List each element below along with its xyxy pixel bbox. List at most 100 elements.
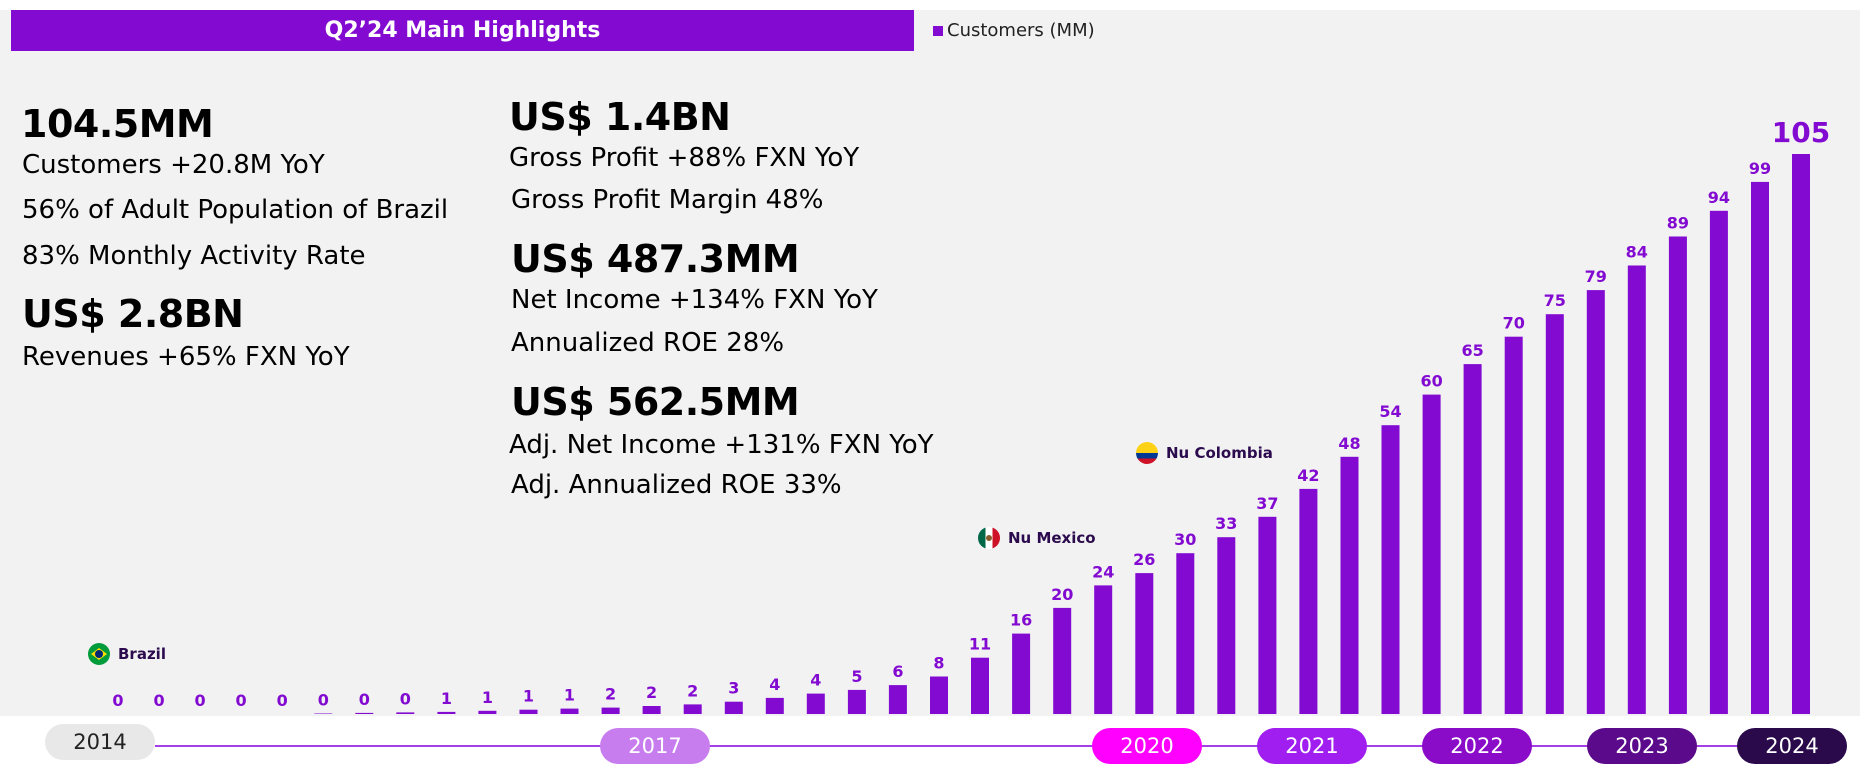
- data-label: 89: [1667, 214, 1689, 233]
- bar: [1586, 290, 1605, 714]
- header-title: Q2’24 Main Highlights: [324, 18, 601, 43]
- bar: [314, 713, 333, 714]
- legend-label: Customers (MM): [947, 20, 1095, 41]
- net-income-line-2: Annualized ROE 28%: [511, 328, 785, 358]
- gross-profit-line-2: Gross Profit Margin 48%: [511, 185, 824, 215]
- country-colombia: Nu Colombia: [1136, 442, 1273, 464]
- data-label: 1: [482, 688, 493, 707]
- country-colombia-label: Nu Colombia: [1166, 444, 1273, 462]
- country-brazil-label: Brazil: [118, 645, 166, 663]
- data-label: 0: [112, 691, 123, 710]
- data-label: 37: [1256, 494, 1278, 513]
- data-label: 48: [1338, 434, 1360, 453]
- data-label: 8: [933, 654, 944, 673]
- data-label: 0: [318, 691, 329, 710]
- bar: [1299, 488, 1318, 714]
- revenue-value: US$ 2.8BN: [22, 292, 244, 336]
- bar: [1463, 364, 1482, 714]
- data-label: 11: [969, 635, 991, 654]
- country-brazil: Brazil: [88, 643, 166, 665]
- data-label: 65: [1461, 341, 1483, 360]
- customers-line-1: Customers +20.8M YoY: [22, 150, 325, 180]
- data-label: 1: [441, 689, 452, 708]
- bar: [1545, 314, 1564, 714]
- bar: [1381, 425, 1400, 714]
- data-label: 0: [195, 691, 206, 710]
- bar: [355, 712, 374, 714]
- data-label: 26: [1133, 550, 1155, 569]
- data-label: 0: [359, 690, 370, 709]
- bar: [1094, 585, 1113, 714]
- data-label: 60: [1420, 372, 1442, 391]
- timeline-year-2020: 2020: [1092, 728, 1202, 764]
- bar: [601, 707, 620, 714]
- data-label: 5: [851, 667, 862, 686]
- revenue-line: Revenues +65% FXN YoY: [22, 342, 350, 372]
- bar: [724, 701, 743, 714]
- timeline-year-2023: 2023: [1587, 728, 1697, 764]
- data-label: 2: [605, 685, 616, 704]
- bar: [519, 709, 538, 714]
- data-label: 16: [1010, 611, 1032, 630]
- timeline-year-2024: 2024: [1737, 728, 1847, 764]
- brazil-flag-icon: [88, 643, 110, 665]
- data-label: 20: [1051, 585, 1073, 604]
- bar: [1176, 553, 1195, 714]
- bar: [1792, 154, 1810, 714]
- bar: [806, 693, 825, 714]
- data-label: 2: [646, 683, 657, 702]
- legend-swatch: [933, 25, 943, 36]
- data-label: 54: [1379, 402, 1401, 421]
- timeline-year-2014: 2014: [45, 724, 155, 760]
- bar: [1627, 265, 1646, 714]
- bar: [888, 685, 907, 714]
- bar: [560, 708, 579, 714]
- bar: [1709, 210, 1728, 715]
- bar: [396, 712, 415, 714]
- net-income-value: US$ 487.3MM: [511, 237, 800, 281]
- customers-line-3: 83% Monthly Activity Rate: [22, 241, 366, 271]
- data-label: 99: [1749, 159, 1771, 178]
- data-label: 33: [1215, 514, 1237, 533]
- net-income-line-1: Net Income +134% FXN YoY: [511, 285, 878, 315]
- adj-net-income-line-1: Adj. Net Income +131% FXN YoY: [509, 430, 934, 460]
- timeline-year-2017: 2017: [600, 728, 710, 764]
- bar: [1135, 573, 1154, 714]
- timeline-year-2022: 2022: [1422, 728, 1532, 764]
- bar: [1258, 516, 1277, 714]
- bar: [930, 676, 948, 714]
- data-label: 0: [277, 691, 288, 710]
- bar: [1217, 537, 1236, 714]
- adj-net-income-line-2: Adj. Annualized ROE 33%: [511, 470, 842, 500]
- data-label: 2: [687, 681, 698, 700]
- bar: [765, 697, 784, 714]
- bar: [1012, 633, 1031, 714]
- data-label: 79: [1585, 267, 1607, 286]
- data-label: 70: [1503, 314, 1525, 333]
- data-label: 0: [400, 689, 411, 708]
- timeline-line: [155, 745, 1795, 747]
- data-label: 75: [1544, 291, 1566, 310]
- data-label: 84: [1626, 243, 1648, 262]
- mexico-flag-icon: [978, 527, 1000, 549]
- bar: [642, 706, 661, 714]
- country-mexico-label: Nu Mexico: [1008, 529, 1096, 547]
- highlights-header: Q2’24 Main Highlights: [11, 10, 914, 51]
- data-label: 24: [1092, 562, 1114, 581]
- country-mexico: Nu Mexico: [978, 527, 1096, 549]
- customers-value: 104.5MM: [21, 102, 214, 146]
- bar: [1053, 607, 1072, 714]
- bar: [683, 704, 702, 714]
- data-label: 94: [1708, 188, 1730, 207]
- data-label: 0: [236, 691, 247, 710]
- data-label: 0: [154, 691, 165, 710]
- data-label: 1: [523, 687, 534, 706]
- gross-profit-value: US$ 1.4BN: [509, 95, 731, 139]
- customers-line-2: 56% of Adult Population of Brazil: [22, 195, 449, 225]
- data-label: 30: [1174, 530, 1196, 549]
- data-label: 4: [810, 671, 821, 690]
- data-label: 42: [1297, 466, 1319, 485]
- bar: [1668, 236, 1687, 714]
- data-label: 6: [892, 662, 903, 681]
